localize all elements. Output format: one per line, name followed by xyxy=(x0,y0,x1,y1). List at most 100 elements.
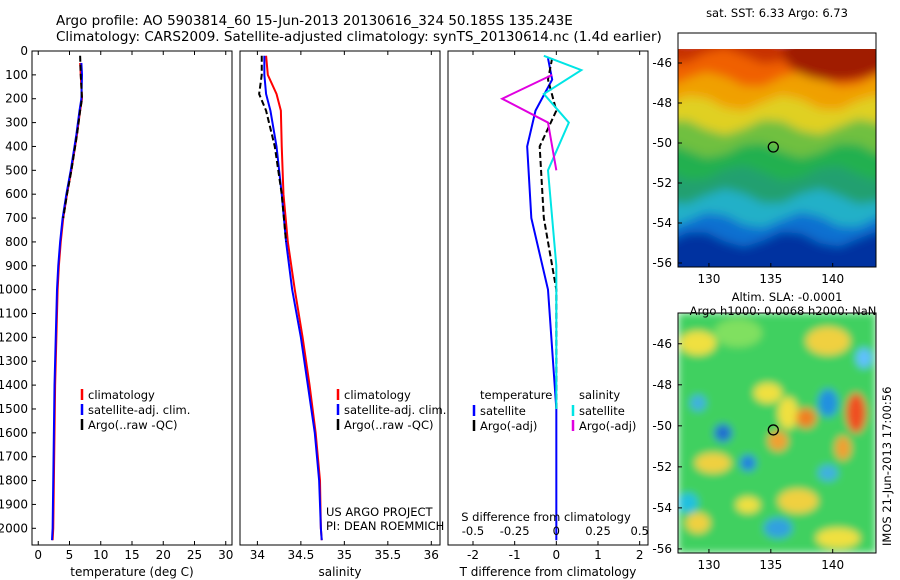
sla-feature xyxy=(806,327,850,355)
plot-frame-difference xyxy=(447,50,649,546)
y-tick-label: 700 xyxy=(5,211,28,225)
sst-band xyxy=(678,231,876,267)
sla-feature xyxy=(754,383,782,403)
x-tick-label: -1 xyxy=(509,548,521,562)
sla-feature xyxy=(736,497,760,513)
map-y-tick-label: -46 xyxy=(652,56,672,70)
sst-band xyxy=(678,49,876,267)
top-axis-label: S difference from climatology xyxy=(461,510,631,524)
sst-warm-core xyxy=(783,49,876,81)
y-tick-label: 300 xyxy=(5,116,28,130)
y-tick-label: 0 xyxy=(20,44,28,58)
map-title: Altim. SLA: -0.0001 xyxy=(732,290,843,304)
panel-difference: -2 -1 0 1 2 T difference from climatology -0.5… xyxy=(447,50,649,579)
x-tick-label: -2 xyxy=(467,548,479,562)
sla-feature xyxy=(740,455,756,471)
map-title: sat. SST: 6.33 Argo: 6.73 xyxy=(706,6,848,20)
sla-feature xyxy=(764,518,792,538)
y-tick-label: 1200 xyxy=(0,330,28,344)
map-field xyxy=(678,49,876,267)
y-tick-label: 500 xyxy=(5,163,28,177)
sla-feature xyxy=(835,436,851,460)
series-line-salinity-argo-adj- xyxy=(499,73,558,171)
series-line-temperature-argo-adj- xyxy=(538,57,558,409)
y-tick-label: 400 xyxy=(5,139,28,153)
legend-entry: Argo(-adj) xyxy=(579,419,636,433)
map-y-tick-label: -56 xyxy=(652,256,672,270)
map-field xyxy=(678,313,876,553)
sla-feature xyxy=(846,393,866,433)
x-tick-label: 15 xyxy=(124,548,139,562)
x-axis-label: T difference from climatology xyxy=(459,565,637,579)
sla-feature xyxy=(686,513,710,533)
map-y-tick-label: -50 xyxy=(652,136,672,150)
legend-entry: Argo(-adj) xyxy=(480,419,537,433)
x-tick-label: 34.5 xyxy=(288,548,315,562)
sla-feature xyxy=(856,348,872,368)
map-subtitle: Argo h1000: 0.0068 h2000: NaN xyxy=(690,304,877,318)
map-base xyxy=(678,49,876,267)
y-tick-label: 1800 xyxy=(0,474,28,488)
legend-entry: satellite-adj. clim. xyxy=(344,403,446,417)
x-tick-label: 34 xyxy=(250,548,265,562)
annotation-project: US ARGO PROJECT xyxy=(326,505,434,519)
legend-entry: satellite xyxy=(480,404,526,418)
map-sst-map: 130 135 140 -46 -48 -50 -52 -54 -56 sat. SST: 6.3… xyxy=(652,6,877,286)
map-frame xyxy=(677,312,877,554)
header-line-2: Climatology: CARS2009. Satellite-adjuste… xyxy=(56,29,662,45)
sla-feature xyxy=(796,408,816,428)
sst-band xyxy=(678,188,876,267)
plot-frame-temperature xyxy=(31,50,233,546)
x-tick-label: 20 xyxy=(156,548,171,562)
map-x-tick-label: 135 xyxy=(759,558,782,572)
map-y-tick-label: -54 xyxy=(652,216,672,230)
y-tick-label: 1300 xyxy=(0,354,28,368)
y-tick-label: 200 xyxy=(5,92,28,106)
series-line-satellite-adj-clim- xyxy=(263,55,323,541)
legend-title: temperature xyxy=(480,388,552,402)
series-line-climatology xyxy=(265,55,323,541)
header-line-1: Argo profile: AO 5903814_60 15-Jun-2013 … xyxy=(56,13,573,29)
x-tick-label: 5 xyxy=(66,548,74,562)
y-tick-label: 1600 xyxy=(0,426,28,440)
y-tick-label: 900 xyxy=(5,259,28,273)
map-x-tick-label: 130 xyxy=(697,272,720,286)
sla-feature xyxy=(818,465,838,481)
x-tick-label: 30 xyxy=(218,548,233,562)
map-field-colors xyxy=(678,313,876,553)
series-line-argo-raw-qc- xyxy=(62,55,84,219)
annotation-pi: PI: DEAN ROEMMICH xyxy=(326,519,444,533)
x-tick-label: 35.5 xyxy=(374,548,401,562)
sst-band xyxy=(678,212,876,267)
series-line-satellite-adj-clim- xyxy=(51,62,84,541)
y-tick-label: 1400 xyxy=(0,378,28,392)
legend-entry: satellite xyxy=(579,404,625,418)
top-tick-label: 0 xyxy=(553,524,560,538)
map-x-tick-label: 140 xyxy=(821,558,844,572)
x-tick-label: 10 xyxy=(93,548,108,562)
map-y-tick-label: -56 xyxy=(652,542,672,556)
sst-band xyxy=(678,142,876,267)
y-tick-label: 1900 xyxy=(0,497,28,511)
sla-feature xyxy=(768,431,788,451)
sla-feature xyxy=(818,389,838,417)
top-tick-label: -0.25 xyxy=(500,524,530,538)
y-tick-label: 1700 xyxy=(0,450,28,464)
imos-timestamp-label: IMOS 21-Jun-2013 17:00:56 xyxy=(880,387,894,546)
x-tick-label: 25 xyxy=(187,548,202,562)
x-tick-label: 0 xyxy=(34,548,42,562)
series-line-temperature-satellite xyxy=(526,57,558,541)
map-y-tick-label: -50 xyxy=(652,419,672,433)
map-y-tick-label: -52 xyxy=(652,176,672,190)
x-axis-label: temperature (deg C) xyxy=(70,565,193,579)
sst-band xyxy=(678,95,876,267)
map-y-tick-label: -54 xyxy=(652,501,672,515)
y-tick-label: 1100 xyxy=(0,307,28,321)
legend-title: salinity xyxy=(579,388,620,402)
legend-entry: Argo(..raw -QC) xyxy=(344,418,434,432)
top-tick-label: -0.5 xyxy=(462,524,484,538)
map-sla-map: 130 135 140 -46 -48 -50 -52 -54 -56 Altim. SLA: -… xyxy=(652,290,877,572)
sla-feature xyxy=(690,395,706,411)
sla-feature xyxy=(816,528,860,548)
